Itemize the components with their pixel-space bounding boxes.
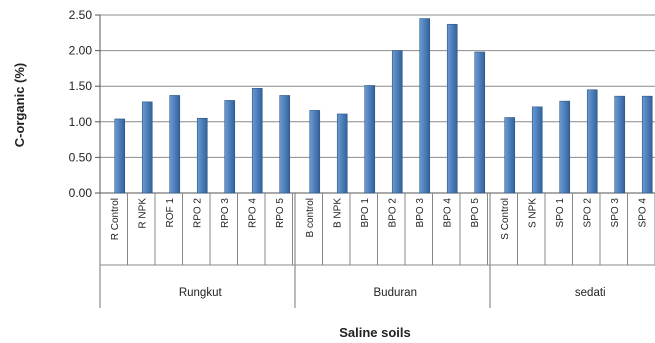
labels: 0.00 0.50 1.00 1.50 2.00 2.50 R Control R NPK RO… (69, 8, 649, 299)
y-tick-label: 0.00 (69, 186, 93, 200)
x-axis-title: Saline soils (339, 325, 411, 340)
x-category-label: SPO 4 (637, 198, 648, 228)
bar (474, 51, 486, 194)
x-category-label: B control (305, 198, 316, 237)
bar (504, 117, 516, 194)
x-category-label: B NPK (332, 198, 343, 228)
bar (641, 95, 653, 194)
x-category-label: SPO 1 (555, 198, 566, 228)
bar (336, 113, 348, 194)
x-category-label: SPO 3 (610, 198, 621, 228)
y-tick-label: 1.00 (69, 115, 93, 129)
y-tick-label: 0.50 (69, 150, 93, 164)
x-category-label: S Control (500, 198, 511, 240)
bar (559, 100, 571, 194)
x-category-label: S NPK (527, 198, 538, 228)
group-label: sedati (575, 287, 606, 299)
bars (114, 18, 653, 194)
bar (114, 118, 126, 194)
bar (251, 88, 263, 194)
x-category-label: RPO 5 (275, 198, 286, 228)
bar (446, 23, 458, 194)
x-category-label: BPO 3 (415, 198, 426, 228)
group-label: Rungkut (179, 287, 223, 299)
x-category-label: R Control (110, 198, 121, 240)
y-tick-label: 2.50 (69, 8, 93, 22)
x-category-label: ROF 1 (165, 198, 176, 228)
y-axis-title: C-organic (%) (12, 63, 27, 148)
bar (224, 100, 236, 194)
x-category-label: BPO 1 (360, 198, 371, 228)
x-category-label: BPO 2 (387, 198, 398, 228)
bar (364, 85, 376, 194)
bar (391, 50, 403, 194)
x-category-label: RPO 3 (220, 198, 231, 228)
bar (196, 117, 208, 194)
x-category-label: RPO 4 (247, 198, 258, 228)
bar (309, 110, 321, 194)
bar (614, 95, 626, 194)
bar (141, 101, 153, 194)
y-tick-label: 1.50 (69, 79, 93, 93)
group-label: Buduran (374, 287, 417, 299)
y-tick-label: 2.00 (69, 44, 93, 58)
x-category-label: SPO 2 (582, 198, 593, 228)
bar (419, 18, 431, 194)
x-category-label: R NPK (137, 198, 148, 229)
x-category-label: BPO 4 (442, 198, 453, 228)
x-category-label: BPO 5 (470, 198, 481, 228)
bar (586, 89, 598, 194)
bar (531, 106, 543, 194)
x-category-label: RPO 2 (192, 198, 203, 228)
gridlines (100, 14, 655, 158)
bar (169, 95, 181, 194)
bar (279, 95, 291, 194)
